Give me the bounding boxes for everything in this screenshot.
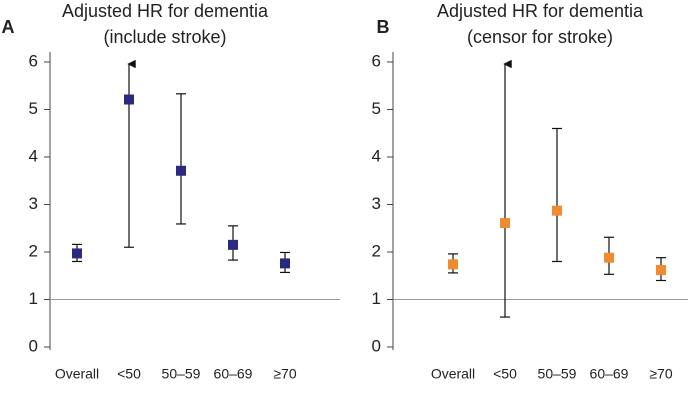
panel-label: A: [2, 17, 15, 37]
point: [552, 205, 562, 216]
x-tick-label: Overall: [55, 366, 99, 382]
x-tick-label: ≥70: [649, 366, 672, 382]
chart-title: Adjusted HR for dementia: [62, 1, 269, 21]
y-tick-label: 6: [372, 51, 381, 70]
y-tick-label: 2: [29, 241, 38, 260]
y-tick-label: 0: [372, 336, 381, 355]
y-tick-label: 5: [372, 99, 381, 118]
point: [228, 239, 238, 250]
point: [176, 165, 186, 176]
x-tick-label: 50–59: [538, 366, 577, 382]
point: [72, 248, 82, 259]
x-tick-label: 60–69: [590, 366, 629, 382]
x-tick-label: <50: [493, 366, 517, 382]
point: [500, 218, 510, 229]
x-tick-label: 60–69: [214, 366, 253, 382]
point: [124, 94, 134, 105]
y-tick-label: 0: [29, 336, 38, 355]
point: [604, 252, 614, 263]
point: [280, 258, 290, 269]
y-tick-label: 6: [29, 51, 38, 70]
y-tick-label: 4: [29, 146, 38, 165]
y-tick-label: 3: [372, 194, 381, 213]
chart-title: Adjusted HR for dementia: [437, 1, 644, 21]
point: [448, 259, 458, 270]
x-tick-label: <50: [117, 366, 141, 382]
point: [656, 265, 666, 276]
x-tick-label: Overall: [431, 366, 475, 382]
y-tick-label: 2: [372, 241, 381, 260]
y-tick-label: 3: [29, 194, 38, 213]
x-tick-label: 50–59: [162, 366, 201, 382]
y-tick-label: 1: [29, 289, 38, 308]
chart-title: (censor for stroke): [467, 27, 613, 47]
chart-title: (include stroke): [103, 27, 226, 47]
panel-label: B: [377, 17, 390, 37]
x-tick-label: ≥70: [273, 366, 296, 382]
y-tick-label: 4: [372, 146, 381, 165]
y-tick-label: 5: [29, 99, 38, 118]
y-tick-label: 1: [372, 289, 381, 308]
